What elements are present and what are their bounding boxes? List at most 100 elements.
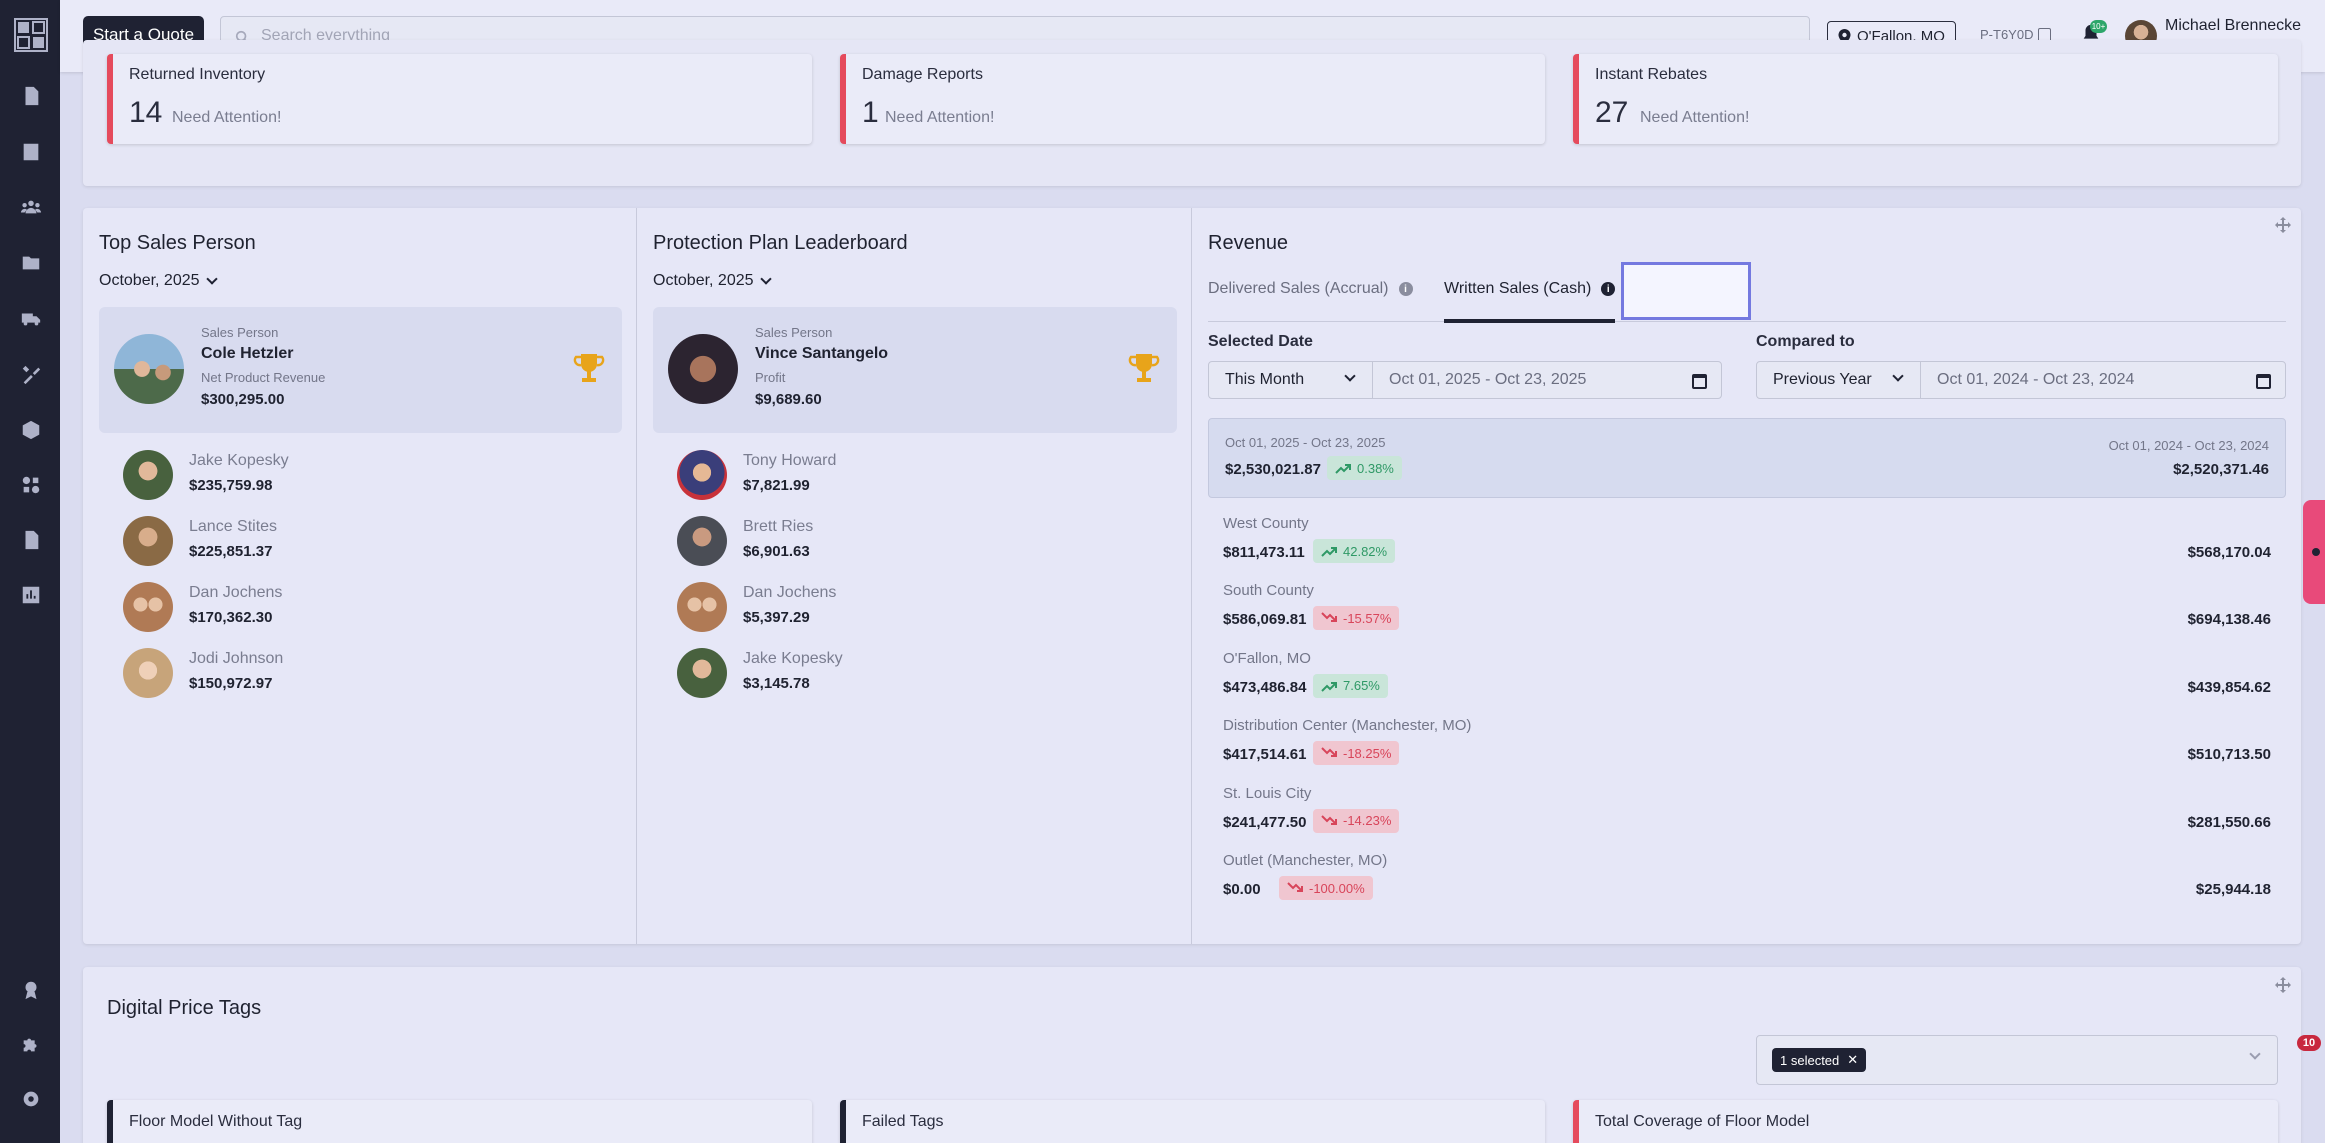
- trend-down-icon: [1321, 814, 1337, 825]
- move-icon[interactable]: [2275, 217, 2291, 238]
- dashboard-logo-icon[interactable]: [14, 18, 48, 52]
- move-icon[interactable]: [2275, 977, 2291, 998]
- location-value: $473,486.84: [1223, 678, 1307, 696]
- date-range-input[interactable]: Oct 01, 2025 - Oct 23, 2025: [1372, 361, 1722, 399]
- tab-label: Delivered Sales (Accrual): [1208, 280, 1389, 297]
- person-avatar: [123, 648, 173, 698]
- services-icon[interactable]: [18, 472, 44, 498]
- alert-note: Need Attention!: [885, 109, 995, 126]
- change-value: -15.57%: [1343, 610, 1392, 626]
- location-row: South County $586,069.81 -15.57% $694,138.4…: [1223, 582, 2271, 642]
- document-icon[interactable]: [18, 527, 44, 553]
- alert-card-damage[interactable]: Damage Reports 1 Need Attention!: [840, 54, 1545, 144]
- delivery-truck-icon[interactable]: [18, 306, 44, 332]
- top-sales-month-select[interactable]: October, 2025: [99, 272, 218, 290]
- change-chip: -15.57%: [1313, 606, 1400, 631]
- location-compare-value: $281,550.66: [2187, 813, 2271, 831]
- person-value: $235,759.98: [189, 477, 273, 494]
- folder-icon[interactable]: [18, 250, 44, 276]
- alert-card-rebates[interactable]: Instant Rebates 27 Need Attention!: [1573, 54, 2278, 144]
- failed-tags-card[interactable]: Failed Tags: [840, 1100, 1545, 1143]
- chevron-down-icon: [2249, 1048, 2261, 1060]
- leader-role: Sales Person: [201, 325, 279, 340]
- location-name: Outlet (Manchester, MO): [1223, 852, 1388, 869]
- person-value: $5,397.29: [743, 609, 810, 626]
- puzzle-icon[interactable]: [18, 1032, 44, 1058]
- alert-note: Need Attention!: [1640, 109, 1750, 126]
- period-select[interactable]: This Month: [1208, 361, 1373, 399]
- box-icon[interactable]: [18, 417, 44, 443]
- selected-tag[interactable]: 1 selected ✕: [1772, 1048, 1867, 1072]
- person-avatar: [677, 516, 727, 566]
- receipt-icon[interactable]: [18, 139, 44, 165]
- change-value: 7.65%: [1343, 678, 1380, 694]
- floor-model-card[interactable]: Floor Model Without Tag: [107, 1100, 812, 1143]
- store-multiselect[interactable]: 1 selected ✕: [1756, 1035, 2278, 1085]
- location-compare-value: $694,138.46: [2187, 611, 2271, 629]
- change-value: 42.82%: [1343, 543, 1388, 559]
- person-value: $6,901.63: [743, 543, 810, 560]
- leader-name: Vince Santangelo: [755, 345, 889, 362]
- calendar-icon[interactable]: [1692, 374, 1707, 389]
- leader-metric: Profit: [755, 370, 786, 385]
- leader-value: $9,689.60: [755, 391, 822, 408]
- trend-up-icon: [1335, 464, 1351, 474]
- change-value: -14.23%: [1343, 813, 1392, 829]
- info-icon[interactable]: i: [1601, 282, 1616, 296]
- alert-count: 1: [862, 96, 879, 129]
- person-name: Brett Ries: [743, 518, 814, 535]
- location-row: O'Fallon, MO $473,486.84 7.65% $439,854.62: [1223, 650, 2271, 710]
- location-value: $586,069.81: [1223, 611, 1307, 629]
- trophy-icon: [573, 352, 605, 391]
- focused-empty-element[interactable]: [1621, 262, 1751, 320]
- analytics-icon[interactable]: [18, 582, 44, 608]
- trend-up-icon: [1321, 547, 1337, 557]
- protection-title: Protection Plan Leaderboard: [653, 232, 908, 254]
- compared-to-label: Compared to: [1756, 333, 1855, 350]
- change-chip: -14.23%: [1313, 808, 1400, 833]
- month-label: October, 2025: [99, 272, 200, 289]
- location-name: West County: [1223, 515, 1309, 532]
- location-row: West County $811,473.11 42.82% $568,170.04: [1223, 515, 2271, 575]
- count-badge: 10: [2297, 1035, 2321, 1051]
- person-value: $150,972.97: [189, 675, 273, 692]
- close-icon[interactable]: ✕: [1847, 1052, 1859, 1067]
- summary-range: Oct 01, 2025 - Oct 23, 2025: [1225, 435, 1386, 450]
- person-name: Jake Kopesky: [743, 650, 843, 667]
- compare-period-select[interactable]: Previous Year: [1756, 361, 1921, 399]
- tab-underline: [1208, 321, 2286, 322]
- person-name: Dan Jochens: [189, 584, 283, 601]
- location-compare-value: $439,854.62: [2187, 678, 2271, 696]
- invoice-icon[interactable]: [18, 83, 44, 109]
- calendar-icon[interactable]: [2256, 374, 2271, 389]
- tab-delivered-sales[interactable]: Delivered Sales (Accrual) i: [1208, 280, 1413, 298]
- leader-value: $300,295.00: [201, 391, 285, 408]
- location-value: $417,514.61: [1223, 746, 1307, 764]
- person-value: $170,362.30: [189, 609, 273, 626]
- top-sales-leader-card: Sales Person Cole Hetzler Net Product Re…: [99, 307, 622, 433]
- person-avatar: [123, 516, 173, 566]
- info-icon[interactable]: i: [1398, 282, 1413, 296]
- location-value: $811,473.11: [1223, 544, 1305, 561]
- location-value: $0.00: [1223, 881, 1261, 898]
- leader-metric: Net Product Revenue: [201, 370, 326, 385]
- location-name: Distribution Center (Manchester, MO): [1223, 717, 1472, 735]
- tab-written-sales[interactable]: Written Sales (Cash) i: [1444, 280, 1616, 298]
- p-id-text: P-T6Y0D: [1980, 27, 2034, 42]
- person-name: Jodi Johnson: [189, 650, 284, 667]
- alert-card-returned[interactable]: Returned Inventory 14 Need Attention!: [107, 54, 812, 144]
- compare-date-range-input[interactable]: Oct 01, 2024 - Oct 23, 2024: [1920, 361, 2286, 399]
- feedback-side-tab[interactable]: [2303, 500, 2325, 604]
- person-name: Dan Jochens: [743, 584, 837, 601]
- person-avatar: [677, 450, 727, 500]
- coverage-card[interactable]: Total Coverage of Floor Model: [1573, 1100, 2278, 1143]
- person-value: $225,851.37: [189, 543, 273, 560]
- alert-label: Damage Reports: [862, 66, 983, 83]
- tools-icon[interactable]: [18, 362, 44, 388]
- customers-icon[interactable]: [18, 194, 44, 220]
- settings-icon[interactable]: [18, 1086, 44, 1112]
- period-value: Previous Year: [1773, 371, 1872, 388]
- summary-compare-value: $2,520,371.46: [2173, 461, 2269, 478]
- protection-month-select[interactable]: October, 2025: [653, 272, 772, 290]
- badge-icon[interactable]: [18, 977, 44, 1003]
